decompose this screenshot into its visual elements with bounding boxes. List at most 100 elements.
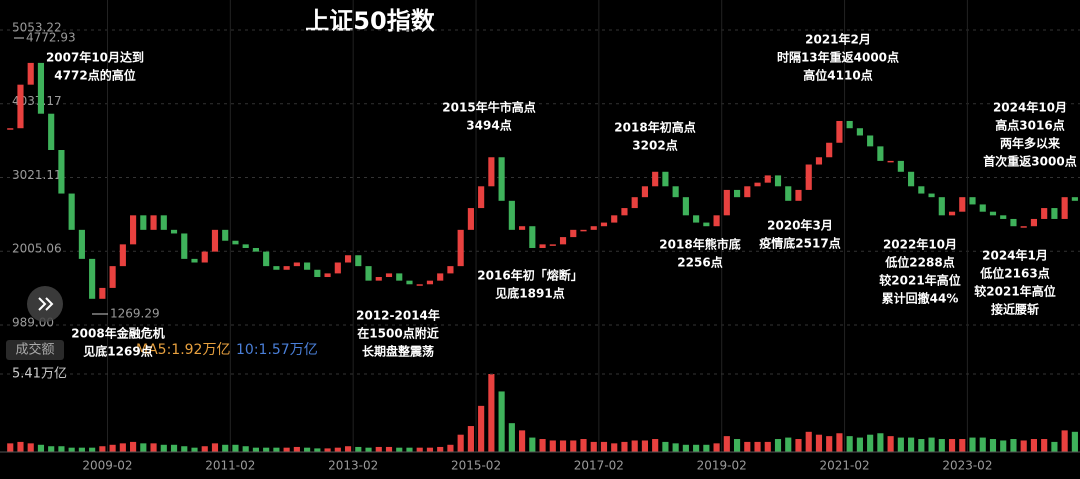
volume-bar	[969, 437, 976, 452]
volume-bar	[989, 439, 997, 452]
annotation: 2018年熊市底	[659, 237, 740, 252]
volume-bar	[908, 437, 915, 452]
candle	[426, 280, 434, 285]
candle	[959, 197, 966, 212]
candle	[467, 208, 474, 230]
candle	[273, 266, 280, 270]
candle	[293, 262, 300, 267]
volume-bar	[1030, 439, 1038, 452]
volume-bar	[529, 437, 536, 452]
candle	[795, 189, 802, 201]
volume-bar	[559, 440, 567, 452]
candle	[631, 197, 638, 209]
candle	[1010, 218, 1017, 227]
volume-title: 成交额	[15, 342, 54, 358]
volume-bar	[918, 439, 925, 452]
volume-bar	[928, 437, 935, 452]
candle	[508, 200, 515, 230]
x-tick-label: 2019-02	[697, 459, 747, 473]
volume-bar	[406, 447, 413, 452]
candle	[68, 193, 75, 230]
candle	[723, 189, 730, 216]
volume-bar	[764, 441, 771, 452]
volume-bar	[703, 444, 710, 452]
candle	[78, 229, 85, 259]
volume-bar	[600, 441, 608, 452]
candle	[764, 175, 771, 183]
candle	[938, 197, 945, 216]
candle	[600, 222, 608, 227]
volume-bar	[211, 443, 219, 452]
candle	[334, 262, 341, 274]
candle	[344, 255, 352, 263]
candle	[211, 229, 219, 252]
volume-bar	[948, 439, 956, 452]
candle	[979, 204, 986, 212]
candle	[170, 229, 178, 234]
volume-bar	[365, 447, 372, 452]
candle	[498, 157, 505, 201]
x-tick-label: 2013-02	[328, 459, 378, 473]
volume-bar	[7, 443, 14, 452]
volume-bar	[252, 447, 259, 452]
candle	[478, 186, 485, 209]
expand-icon	[38, 297, 54, 311]
volume-bar	[1061, 430, 1068, 452]
annotation: 4772点的高位	[54, 68, 135, 83]
volume-bar	[611, 443, 618, 452]
volume-bar	[17, 441, 24, 452]
candle	[641, 186, 648, 198]
candle	[826, 142, 833, 158]
volume-bar	[1051, 441, 1058, 452]
candle	[549, 244, 556, 246]
volume-bar	[805, 431, 812, 452]
volume-bar	[488, 374, 495, 452]
expand-button[interactable]	[27, 286, 63, 322]
volume-bar	[1010, 439, 1017, 452]
candle	[27, 62, 34, 85]
x-tick-label: 2017-02	[574, 459, 624, 473]
volume-bar	[580, 439, 587, 452]
x-tick-label: 2009-02	[82, 459, 132, 473]
volume-bar	[826, 436, 833, 452]
volume-bar	[222, 444, 229, 452]
volume-bar	[1020, 440, 1027, 452]
volume-bar	[314, 448, 321, 452]
candle	[785, 186, 792, 201]
annotation: 3494点	[466, 118, 511, 133]
volume-bar	[242, 446, 249, 452]
candle	[375, 277, 382, 281]
candle	[283, 266, 290, 270]
volume-bar	[856, 437, 863, 452]
x-tick-label: 2011-02	[205, 459, 255, 473]
y-tick-label: 4037.17	[12, 94, 62, 108]
volume-bar	[723, 436, 730, 452]
candle	[1030, 218, 1038, 227]
volume-bar	[713, 443, 720, 452]
volume-bar	[99, 446, 106, 452]
candle	[488, 157, 495, 187]
volume-bar	[662, 441, 669, 452]
annotation: 低位2288点	[884, 255, 954, 270]
candle	[314, 269, 321, 278]
candle	[355, 255, 362, 267]
volume-bar	[457, 434, 464, 452]
volume-bar	[181, 446, 188, 452]
volume-bar	[78, 447, 85, 452]
candle	[48, 113, 55, 150]
candle	[887, 160, 894, 163]
candle	[130, 215, 137, 245]
volume-bar	[109, 444, 116, 452]
annotation: 2020年3月	[767, 218, 833, 233]
annotation: 首次重返3000点	[983, 154, 1076, 169]
x-tick-label: 2023-02	[942, 459, 992, 473]
y-tick-label: 2005.06	[12, 242, 62, 256]
volume-bar	[867, 434, 874, 452]
volume-bar	[693, 444, 700, 452]
volume-bar	[672, 443, 679, 452]
candle	[815, 157, 823, 165]
volume-bar	[304, 447, 311, 452]
candle	[867, 135, 874, 147]
annotation: 2018年初高点	[614, 120, 695, 135]
volume-bar	[334, 447, 341, 452]
